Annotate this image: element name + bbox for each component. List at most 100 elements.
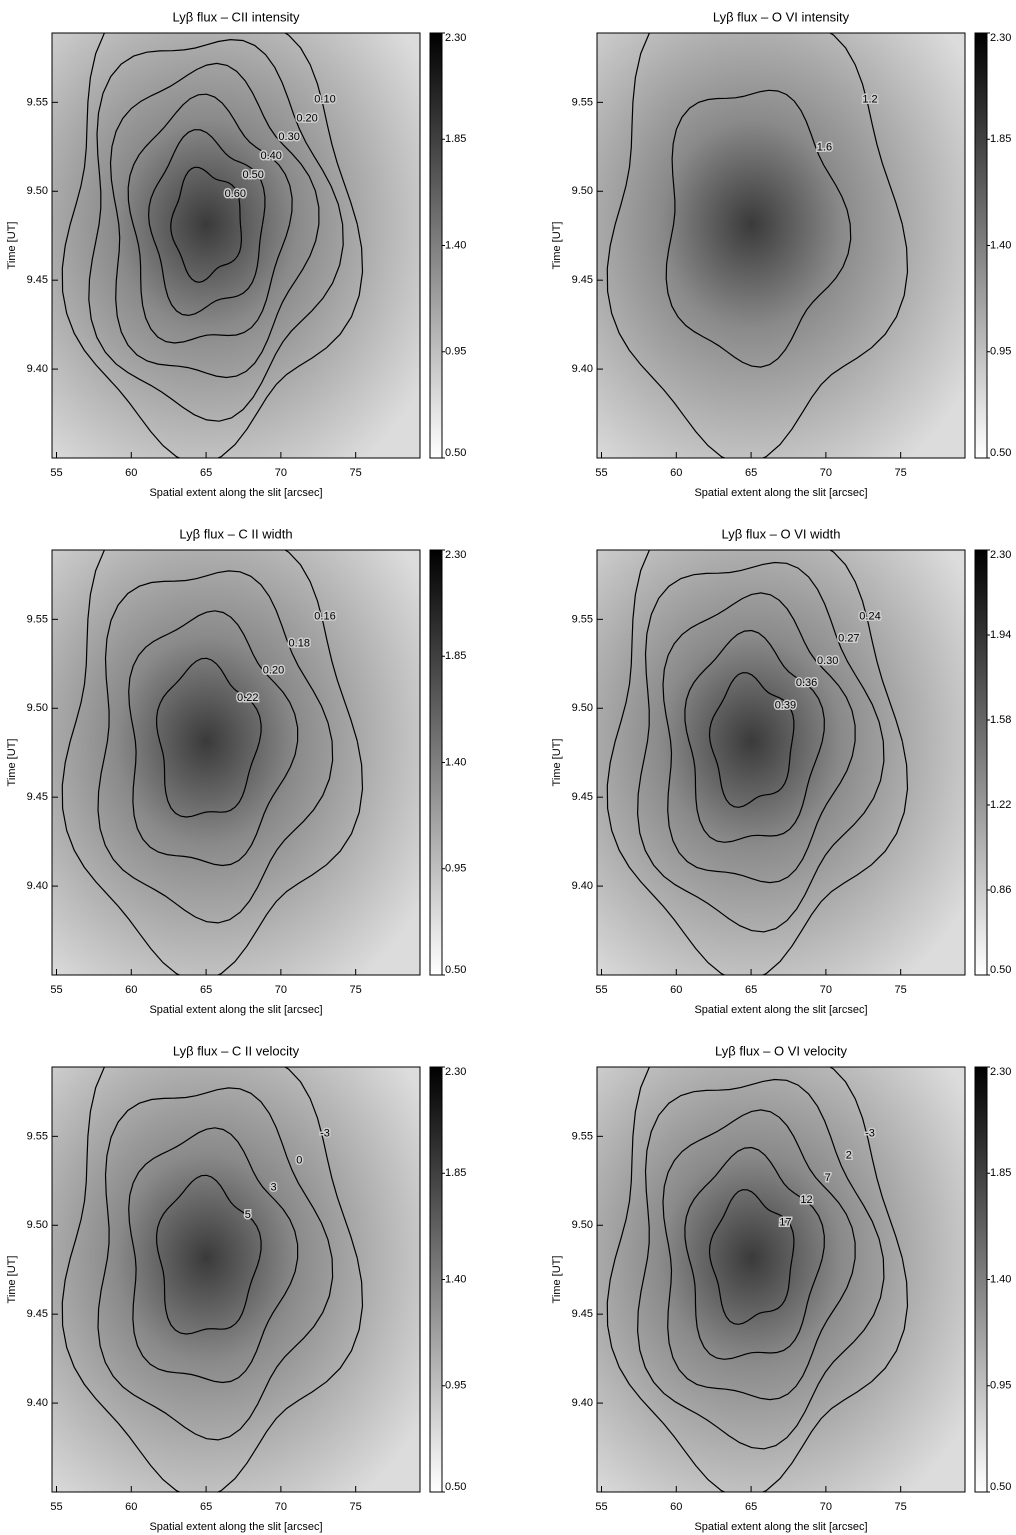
colorbar-tick-label: 0.95 [445, 346, 466, 358]
y-tick-label: 9.45 [27, 274, 48, 286]
x-tick-label: 75 [895, 984, 907, 996]
panel: Lyβ flux – C II velocity Spatial extent a… [6, 1043, 467, 1533]
contour-label: 0.20 [296, 112, 317, 124]
x-axis-label: Spatial extent along the slit [arcsec] [694, 1521, 867, 1533]
y-tick-label: 9.40 [27, 1397, 48, 1409]
y-tick-label: 9.40 [572, 1397, 593, 1409]
contour-line [170, 166, 243, 283]
contour-label: 0.20 [263, 665, 284, 677]
x-tick-label: 75 [350, 467, 362, 479]
y-axis-label: Time [UT] [6, 222, 18, 270]
plot-frame [51, 32, 421, 459]
y-tick-label: 9.55 [572, 96, 593, 108]
colorbar-tick-label: 1.94 [990, 629, 1011, 641]
colorbar-tick-label: 0.50 [445, 964, 466, 976]
x-tick-label: 70 [275, 467, 287, 479]
y-axis-label: Time [UT] [551, 1256, 563, 1304]
x-tick-label: 55 [595, 1501, 607, 1513]
image-background [52, 33, 420, 458]
x-tick-label: 60 [125, 984, 137, 996]
contours: 1.2 1.6 [606, 33, 909, 458]
colorbar-tick-label: 0.50 [990, 964, 1011, 976]
panel: Lyβ flux – C II width Spatial extent alon… [6, 526, 467, 1016]
contour-label: 7 [825, 1172, 831, 1184]
colorbar-tick-label: 1.22 [990, 799, 1011, 811]
x-tick-label: 75 [895, 1501, 907, 1513]
contour-label: 0.10 [314, 93, 335, 105]
contour-label: 5 [245, 1209, 251, 1221]
x-tick-label: 75 [350, 984, 362, 996]
colorbar-tick-label: 1.40 [990, 1273, 1011, 1285]
colorbar-tick-label: 0.50 [990, 447, 1011, 459]
y-tick-label: 9.50 [27, 702, 48, 714]
image-background [52, 550, 420, 975]
y-axis-label: Time [UT] [551, 739, 563, 787]
y-tick-label: 9.55 [572, 613, 593, 625]
contour-line [88, 38, 344, 422]
x-tick-label: 70 [820, 467, 832, 479]
x-tick-label: 70 [820, 984, 832, 996]
y-tick-label: 9.40 [27, 363, 48, 375]
colorbar-tick-label: 0.86 [990, 884, 1011, 896]
x-axis-label: Spatial extent along the slit [arcsec] [149, 1004, 322, 1016]
contours: 0.240.270.300.360.39 [606, 550, 909, 975]
colorbar-tick-label: 2.30 [990, 1066, 1011, 1078]
plot-frame [596, 32, 966, 459]
contour-line [684, 1146, 825, 1360]
colorbar-tick-label: 1.40 [990, 239, 1011, 251]
contour-line [155, 1174, 262, 1335]
contour-label: 0.22 [237, 692, 258, 704]
contour-line [708, 672, 795, 808]
colorbar-tick-label: 2.30 [990, 32, 1011, 44]
colorbar-tick-label: 1.85 [990, 133, 1011, 145]
y-tick-label: 9.55 [572, 1130, 593, 1142]
y-tick-label: 9.50 [27, 1219, 48, 1231]
y-tick-label: 9.45 [572, 1308, 593, 1320]
x-tick-label: 65 [200, 467, 212, 479]
contour-label: -3 [865, 1127, 875, 1139]
panel-title: Lyβ flux – CII intensity [173, 9, 300, 24]
contour-label: 0.30 [278, 131, 299, 143]
plot-frame [596, 1066, 966, 1493]
x-axis-label: Spatial extent along the slit [arcsec] [149, 1521, 322, 1533]
y-tick-label: 9.45 [27, 791, 48, 803]
y-tick-label: 9.50 [27, 185, 48, 197]
contour-line [127, 93, 293, 344]
colorbar [974, 1066, 988, 1493]
y-axis-label: Time [UT] [6, 739, 18, 787]
x-tick-label: 70 [275, 1501, 287, 1513]
x-tick-label: 60 [125, 467, 137, 479]
colorbar [974, 32, 988, 459]
contour-label: 0.40 [260, 150, 281, 162]
contours: -3 0 3 5 [61, 1067, 364, 1492]
contour-line [662, 1109, 856, 1401]
colorbar-tick-label: 1.58 [990, 714, 1011, 726]
x-tick-label: 70 [820, 1501, 832, 1513]
contours: 0.16 0.18 0.20 0.22 [61, 550, 364, 975]
colorbar-tick-label: 0.95 [990, 1380, 1011, 1392]
x-tick-label: 65 [745, 1501, 757, 1513]
contour-line [606, 1067, 909, 1492]
x-tick-label: 60 [670, 1501, 682, 1513]
contour-line [147, 129, 266, 317]
panel: Lyβ flux – O VI intensity Spatial extent … [551, 9, 1012, 499]
colorbar [429, 32, 443, 459]
image-background [597, 33, 965, 458]
x-axis-label: Spatial extent along the slit [arcsec] [694, 487, 867, 499]
y-tick-label: 9.55 [27, 1130, 48, 1142]
contour-line [662, 592, 856, 884]
colorbar-tick-label: 1.85 [445, 1167, 466, 1179]
contour-label: 2 [846, 1150, 852, 1162]
contour-label: 0.50 [243, 169, 264, 181]
x-tick-label: 60 [670, 984, 682, 996]
y-axis-label: Time [UT] [551, 222, 563, 270]
panel-title: Lyβ flux – O VI velocity [715, 1043, 847, 1058]
colorbar-tick-label: 0.95 [445, 863, 466, 875]
image-background [597, 550, 965, 975]
x-tick-label: 65 [745, 467, 757, 479]
colorbar-tick-label: 1.40 [445, 756, 466, 768]
plot-frame [596, 549, 966, 976]
contour-line [606, 550, 909, 975]
